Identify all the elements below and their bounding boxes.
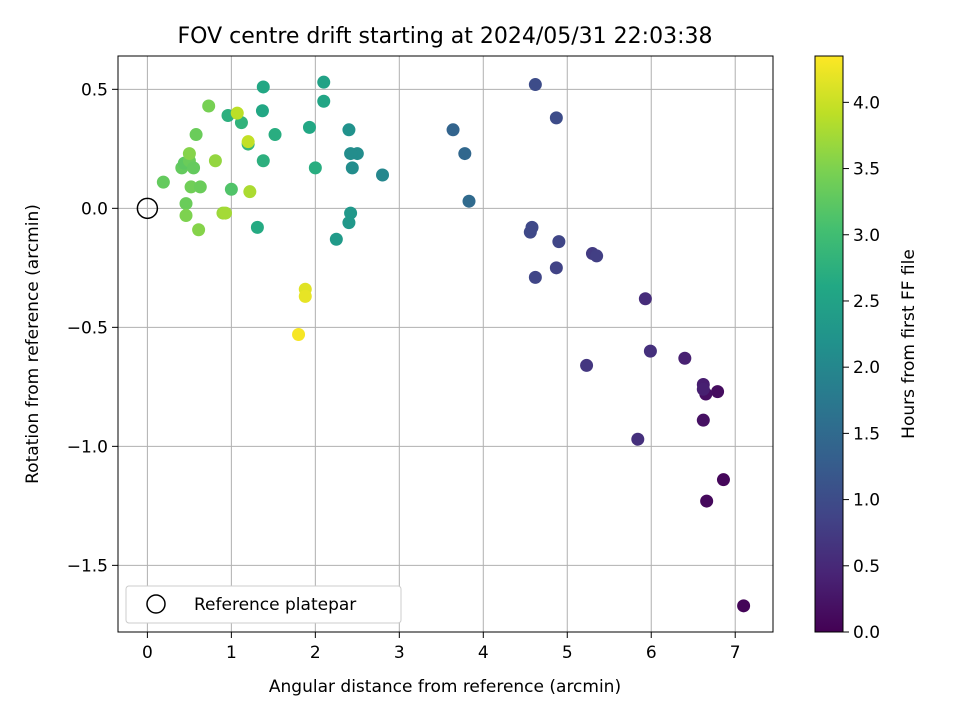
x-tick-label: 2 [310,643,321,663]
x-tick-label: 4 [478,643,489,663]
colorbar-label: Hours from first FF file [899,249,919,439]
data-point [528,270,542,284]
data-point [344,147,358,161]
data-point [549,261,563,275]
reference-point [136,197,159,220]
data-point [528,78,542,92]
y-axis-label: Rotation from reference (arcmin) [23,204,43,484]
data-point [638,292,652,306]
colorbar-tick-label: 2.5 [853,292,880,312]
data-point [696,382,710,396]
data-point [552,235,566,249]
legend-box [125,585,402,624]
data-point [192,223,206,237]
data-points [156,75,751,613]
colorbar [814,55,844,633]
data-point [458,147,472,161]
data-point [187,161,201,175]
x-tick-label: 6 [646,643,657,663]
data-point [256,154,270,168]
data-point [208,154,222,168]
data-point [202,99,216,113]
data-point [243,185,257,199]
x-axis-label: Angular distance from reference (arcmin) [269,677,621,697]
y-axis-ticks: 0.5 0.0 −0.5 −1.0 −1.5 [67,80,118,576]
data-point [345,161,359,175]
colorbar-tick-label: 3.0 [853,226,880,246]
data-point [711,385,725,399]
data-point [342,216,356,230]
data-point [317,94,331,108]
x-tick-label: 0 [142,643,153,663]
data-point [700,494,714,508]
data-point [182,147,196,161]
data-point [329,232,343,246]
data-point [156,175,170,189]
legend-reference-marker [146,594,166,614]
data-point [678,351,692,365]
x-axis-ticks: 0 1 2 3 4 5 6 7 [142,632,741,663]
reference-marker [136,197,159,220]
data-point [230,106,244,120]
grid-lines [118,56,773,632]
data-point [268,128,282,142]
colorbar-tick-label: 2.0 [853,358,880,378]
x-tick-label: 1 [226,643,237,663]
legend-reference-label: Reference platepar [194,595,356,615]
y-tick-label: −1.5 [67,556,108,576]
colorbar-tick-label: 0.0 [853,623,880,643]
data-point [590,249,604,263]
data-point [376,168,390,182]
x-tick-label: 5 [562,643,573,663]
data-point [302,120,316,134]
chart-title: FOV centre drift starting at 2024/05/31 … [178,24,713,49]
data-point [696,413,710,427]
data-point [342,123,356,137]
data-point [580,358,594,372]
data-point [292,327,306,341]
data-point [462,194,476,208]
data-point [250,220,264,234]
colorbar-tick-label: 1.5 [853,424,880,444]
y-tick-label: 0.5 [81,80,108,100]
data-point [189,128,203,142]
y-tick-label: −1.0 [67,437,108,457]
data-point [549,111,563,125]
data-point [643,344,657,358]
colorbar-tick-label: 4.0 [853,93,880,113]
colorbar-ticks: 0.0 0.5 1.0 1.5 2.0 2.5 3.0 3.5 4.0 [843,93,880,643]
legend: Reference platepar [125,585,402,624]
data-point [525,220,539,234]
data-point [446,123,460,137]
plot-frame [117,55,774,633]
data-point [737,599,751,613]
y-tick-label: −0.5 [67,318,108,338]
x-tick-label: 7 [730,643,741,663]
x-tick-label: 3 [394,643,405,663]
data-point [218,206,232,220]
data-point [308,161,322,175]
y-tick-label: 0.0 [81,199,108,219]
colorbar-tick-label: 0.5 [853,557,880,577]
data-point [631,432,645,446]
data-point [255,104,269,118]
data-point [241,135,255,149]
data-point [716,473,730,487]
data-point [179,208,193,222]
data-point [184,180,198,194]
data-point [256,80,270,94]
data-point [224,182,238,196]
data-point [193,180,207,194]
colorbar-tick-label: 3.5 [853,160,880,180]
data-point [298,289,312,303]
data-point [179,197,193,211]
colorbar-tick-label: 1.0 [853,491,880,511]
data-point [317,75,331,89]
